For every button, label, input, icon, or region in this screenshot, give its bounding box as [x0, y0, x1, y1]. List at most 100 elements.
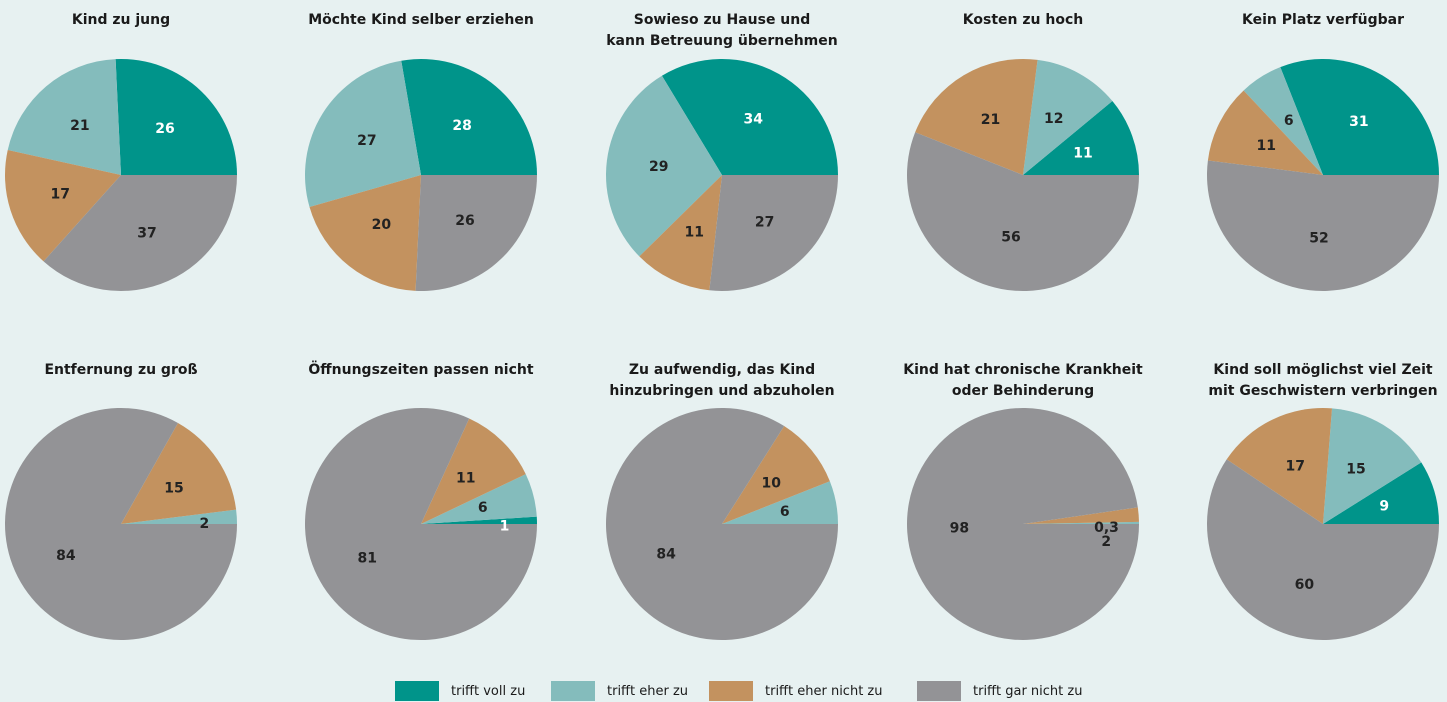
- pie-title: Kind zu jung: [0, 10, 271, 31]
- pie-slice-label: 11: [456, 471, 475, 487]
- pie-title-line: Kind hat chronische Krankheit: [903, 362, 1143, 378]
- pie-slice: [5, 408, 238, 641]
- pie-slice: [1207, 459, 1439, 640]
- legend-swatch: [917, 681, 961, 701]
- pie-slice: [1243, 67, 1323, 175]
- pie-title-line: Kein Platz verfügbar: [1242, 12, 1404, 28]
- pie-slice-label: 12: [1044, 111, 1063, 127]
- pie: 31 6 11 52: [1207, 59, 1439, 291]
- pie-title: Zu aufwendig, das Kind hinzubringen und a…: [572, 360, 872, 402]
- pie-slice: [1023, 521, 1139, 524]
- pie: 6 10 84: [605, 407, 838, 640]
- pie-title: Sowieso zu Hause und kann Betreuung übern…: [572, 10, 872, 52]
- legend-label: trifft eher zu: [607, 683, 689, 699]
- pie-slice: [606, 75, 722, 257]
- pie-slice-label: 20: [372, 217, 392, 233]
- legend-item: trifft eher zu: [551, 680, 688, 702]
- pie-slice-label: 28: [452, 118, 471, 134]
- legend-swatch: [709, 681, 753, 701]
- pie-slice: [305, 60, 421, 208]
- pie-slice-label: 84: [656, 547, 676, 563]
- pie-slice-label: 2: [200, 516, 210, 532]
- pie-title-line: oder Behinderung: [951, 383, 1095, 399]
- pie-slice: [915, 58, 1038, 175]
- legend-label: trifft voll zu: [451, 683, 526, 699]
- pie-title-line: Kosten zu hoch: [962, 12, 1084, 28]
- pie-slice-label: 6: [780, 504, 790, 520]
- pie-slice-label: 2: [1101, 534, 1111, 550]
- legend: trifft voll zu trifft eher zu trifft eher …: [0, 680, 1447, 702]
- pie-slice-label: 9: [1379, 498, 1389, 514]
- pie: 0,32 98: [907, 407, 1139, 640]
- pie-slice: [115, 59, 237, 175]
- pie-slice: [639, 175, 722, 291]
- pie-title: Kosten zu hoch: [873, 10, 1173, 31]
- pie-title: Kind hat chronische Krankheit oder Behind…: [873, 360, 1173, 402]
- pie-slice-label: 0,3: [1094, 520, 1119, 536]
- pie-slice: [305, 407, 537, 640]
- legend-label: trifft gar nicht zu: [973, 683, 1083, 699]
- pie-slice-label: 11: [1256, 138, 1275, 154]
- pie-slice: [309, 175, 421, 291]
- pie-slice: [1280, 59, 1439, 175]
- pie-title-line: mit Geschwistern verbringen: [1208, 383, 1438, 399]
- pie-title: Entfernung zu groß: [0, 360, 271, 381]
- pie: 26 21 17 37: [4, 59, 238, 292]
- pie-slice-label: 52: [1309, 231, 1328, 247]
- pie-slice: [907, 407, 1139, 640]
- pie-slice: [661, 59, 838, 175]
- pie-slice: [421, 516, 537, 524]
- pie-title: Öffnungszeiten passen nicht: [271, 360, 571, 381]
- pie-slice-label: 6: [1284, 113, 1294, 129]
- pie: 28 27 20 26: [305, 58, 537, 291]
- pie-slice: [1023, 507, 1139, 524]
- pie-slice: [709, 175, 838, 291]
- pie-slice-label: 17: [51, 187, 70, 203]
- pie-slice-label: 11: [1073, 145, 1092, 161]
- pie-title: Möchte Kind selber erziehen: [271, 10, 571, 31]
- pie-slice-label: 11: [684, 224, 703, 240]
- pie-slice: [722, 426, 830, 524]
- pie-slice-label: 17: [1285, 459, 1304, 475]
- pie-slice-label: 37: [137, 225, 156, 241]
- pie-title: Kein Platz verfügbar: [1173, 10, 1447, 31]
- pie-slice: [401, 58, 537, 175]
- pie-slice: [121, 509, 237, 524]
- pie-slice: [421, 418, 526, 524]
- pie-slice: [7, 59, 122, 175]
- pie-slice: [421, 474, 537, 524]
- legend-swatch: [395, 681, 439, 701]
- pie-slice-label: 21: [70, 118, 89, 134]
- pie-title-line: Möchte Kind selber erziehen: [308, 12, 534, 28]
- pie-slice-label: 34: [744, 111, 764, 127]
- pie-title: Kind soll möglichst viel Zeit mit Geschwi…: [1173, 360, 1447, 402]
- pie-slice: [605, 407, 838, 640]
- pie: 34 29 11 27: [606, 59, 838, 291]
- pie-slice: [1323, 408, 1422, 524]
- pie-slice-label: 98: [950, 521, 969, 537]
- pie-slice: [4, 149, 122, 262]
- pie-title-line: Entfernung zu groß: [44, 362, 198, 378]
- pie: 9 15 17 60: [1207, 407, 1439, 640]
- pie-slice-label: 15: [1346, 461, 1365, 477]
- pie-slice: [1207, 160, 1439, 291]
- pie-slice-label: 26: [155, 121, 174, 137]
- pie-title-line: kann Betreuung übernehmen: [606, 33, 838, 49]
- pie-slice-label: 21: [981, 112, 1000, 128]
- pie-slice-label: 15: [164, 481, 183, 497]
- legend-label: trifft eher nicht zu: [765, 683, 883, 699]
- legend-swatch: [551, 681, 595, 701]
- pie-slice-label: 10: [761, 475, 781, 491]
- pie-slice: [1226, 407, 1333, 524]
- pie-slice-label: 84: [56, 548, 76, 564]
- pie-slice-label: 27: [755, 215, 774, 231]
- pie-slice: [43, 175, 238, 292]
- pie-title-line: Sowieso zu Hause und: [633, 12, 811, 28]
- pie-slice-label: 26: [455, 213, 474, 229]
- pie-slice-label: 27: [357, 133, 376, 149]
- pie-slice: [121, 422, 237, 524]
- pie-title-line: Zu aufwendig, das Kind: [628, 362, 816, 378]
